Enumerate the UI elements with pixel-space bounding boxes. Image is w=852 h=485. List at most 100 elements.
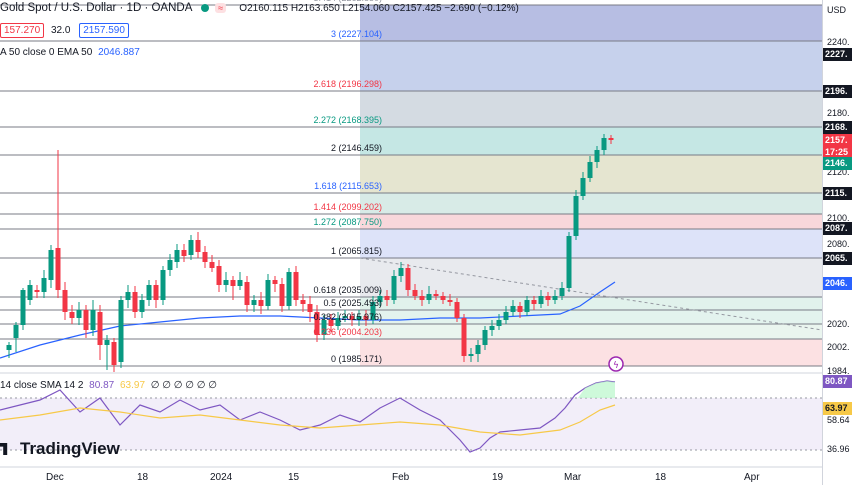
price-scale[interactable]: USD 2240. 2180. 2120. 2100. 2080. 2020. 2002. 1… [822,0,852,485]
rsi-tick-label: 58.64 [827,415,850,425]
price-tick-label: 2020. [827,319,850,329]
candle [251,295,257,312]
candle [377,290,383,306]
candle [20,288,26,330]
time-axis-label: Feb [392,472,410,483]
rsi-overbought-fill [578,381,615,398]
candle [482,326,488,350]
waves-icon[interactable]: ≈ [215,2,227,13]
candle [244,276,250,312]
fib-level-label: 1 (2065.815) [330,246,382,256]
fib-zone [360,91,822,127]
price-tag: 2227. [823,48,852,61]
candle [426,286,432,304]
ema-legend[interactable]: A 50 close 0 EMA 50 2046.887 [0,47,140,58]
candle [153,280,159,308]
candle [468,348,474,362]
time-axis-label: Apr [744,472,760,483]
fib-zone [360,214,822,229]
price-chart[interactable]: ϟ [0,0,822,485]
candle [328,314,334,332]
candle [349,312,355,326]
price-tag: 2046. [823,277,852,290]
fib-level-label: 3.414 (2262.850) [313,0,382,3]
spread-value: 32.0 [50,25,71,36]
candle [594,146,600,168]
price-tick-label: 2120. [827,167,850,177]
candle [216,260,222,292]
price-tag: 2157. [823,134,852,147]
fib-zone [360,127,822,155]
candle [384,290,390,306]
rsi-legend[interactable]: 14 close SMA 14 2 80.87 63.97 ∅ ∅ ∅ ∅ ∅ … [0,380,217,391]
candle [531,296,537,310]
candle [230,276,236,300]
time-axis-label: 18 [655,472,667,483]
fib-level-label: 1.414 (2099.202) [313,202,382,212]
candle [265,274,271,310]
time-axis-label: 15 [288,472,300,483]
candle [517,302,523,318]
tradingview-logo-text: TradingView [20,439,120,458]
rsi-legend-value: 80.87 [89,380,115,391]
price-tag: 63.97 [823,402,852,415]
price-tag: 2115. [823,187,852,200]
candle [27,280,33,305]
fib-zone [360,258,822,297]
candle [55,150,61,298]
candle [181,244,187,262]
candle [475,340,481,362]
candle [83,305,89,338]
candle [111,338,117,372]
candle [454,298,460,322]
candle [587,156,593,182]
ema-legend-value: 2046.887 [98,47,140,58]
rsi-sma-line [0,404,616,436]
sell-button[interactable]: 157.270 [0,23,45,38]
time-axis-label: Mar [564,472,582,483]
candle [48,245,54,288]
candle [209,255,215,272]
candle [433,290,439,300]
price-tag: 17:25 [823,146,852,159]
candle [573,190,579,240]
fib-zone [360,297,822,310]
candle [279,278,285,312]
time-axis-label: 19 [492,472,504,483]
fib-level-label: 2.618 (2196.298) [313,79,382,89]
candle [34,285,40,298]
candle [363,310,369,326]
candle [440,292,446,304]
candle [510,300,516,316]
candle [258,292,264,314]
tradingview-logo-icon [0,443,8,455]
candle [552,290,558,304]
buy-button[interactable]: 2157.590 [79,23,129,38]
fib-level-label: 2 (2146.459) [330,143,382,153]
symbol-title[interactable]: Gold Spot / U.S. Dollar · 1D · OANDA [0,2,192,14]
rsi-tick-label: 36.96 [827,444,850,454]
candle [496,314,502,330]
candle [223,272,229,292]
candle [412,284,418,300]
candle [559,282,565,300]
price-tick-label: 2002. [827,342,850,352]
event-lightning-icon[interactable] [608,356,624,372]
candlestick-series [6,134,614,372]
candle [524,296,530,316]
candle [132,286,138,318]
candle [489,320,495,336]
fib-level-label: 1.618 (2115.653) [314,181,382,191]
candle [13,322,19,352]
candle [90,300,96,336]
candle [6,342,12,358]
fib-zone [360,193,822,214]
candle [237,272,243,290]
candle [461,314,467,362]
tradingview-logo[interactable]: TradingView [0,439,120,459]
candle [104,335,110,370]
fib-extension-zones [360,5,822,366]
fib-zone [360,41,822,91]
price-tag: 2146. [823,157,852,170]
candle [167,254,173,276]
